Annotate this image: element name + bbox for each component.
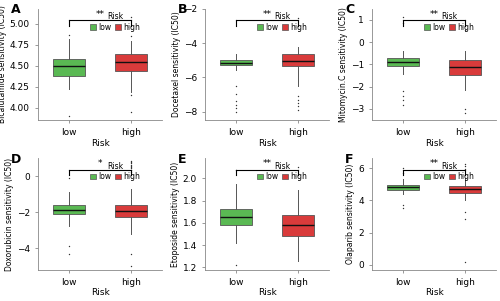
Y-axis label: Etoposide sensitivity (IC50): Etoposide sensitivity (IC50) <box>170 161 179 267</box>
PathPatch shape <box>282 54 314 66</box>
Legend: low, high: low, high <box>88 160 142 183</box>
Y-axis label: Bicalutamide sensitivity (IC50): Bicalutamide sensitivity (IC50) <box>0 5 7 123</box>
Text: F: F <box>345 153 354 166</box>
Text: **: ** <box>430 160 439 169</box>
Legend: low, high: low, high <box>256 160 308 183</box>
Y-axis label: Docetaxel sensitivity (IC50): Docetaxel sensitivity (IC50) <box>172 12 181 117</box>
Text: **: ** <box>96 10 104 19</box>
X-axis label: Risk: Risk <box>425 139 444 148</box>
PathPatch shape <box>387 58 420 66</box>
Legend: low, high: low, high <box>88 11 142 33</box>
Text: **: ** <box>430 10 439 19</box>
X-axis label: Risk: Risk <box>258 288 276 297</box>
X-axis label: Risk: Risk <box>258 139 276 148</box>
PathPatch shape <box>115 205 148 217</box>
Y-axis label: Mitomycin.C sensitivity (IC50): Mitomycin.C sensitivity (IC50) <box>339 7 348 122</box>
Text: **: ** <box>262 10 272 19</box>
Legend: low, high: low, high <box>423 11 476 33</box>
Text: D: D <box>11 153 21 166</box>
Text: A: A <box>11 3 20 16</box>
X-axis label: Risk: Risk <box>91 139 110 148</box>
PathPatch shape <box>449 186 482 193</box>
PathPatch shape <box>449 61 482 75</box>
PathPatch shape <box>282 215 314 236</box>
Y-axis label: Olaparib sensitivity (IC50): Olaparib sensitivity (IC50) <box>346 164 356 264</box>
Text: E: E <box>178 153 186 166</box>
PathPatch shape <box>220 60 252 65</box>
X-axis label: Risk: Risk <box>425 288 444 297</box>
Legend: low, high: low, high <box>256 11 308 33</box>
PathPatch shape <box>115 54 148 71</box>
PathPatch shape <box>220 209 252 225</box>
Y-axis label: Doxorubicin sensitivity (IC50): Doxorubicin sensitivity (IC50) <box>5 157 14 271</box>
Text: *: * <box>98 160 102 169</box>
PathPatch shape <box>53 206 86 214</box>
Text: **: ** <box>262 160 272 169</box>
PathPatch shape <box>387 185 420 190</box>
Text: C: C <box>345 3 354 16</box>
PathPatch shape <box>53 59 86 76</box>
Text: B: B <box>178 3 188 16</box>
X-axis label: Risk: Risk <box>91 288 110 297</box>
Legend: low, high: low, high <box>423 160 476 183</box>
